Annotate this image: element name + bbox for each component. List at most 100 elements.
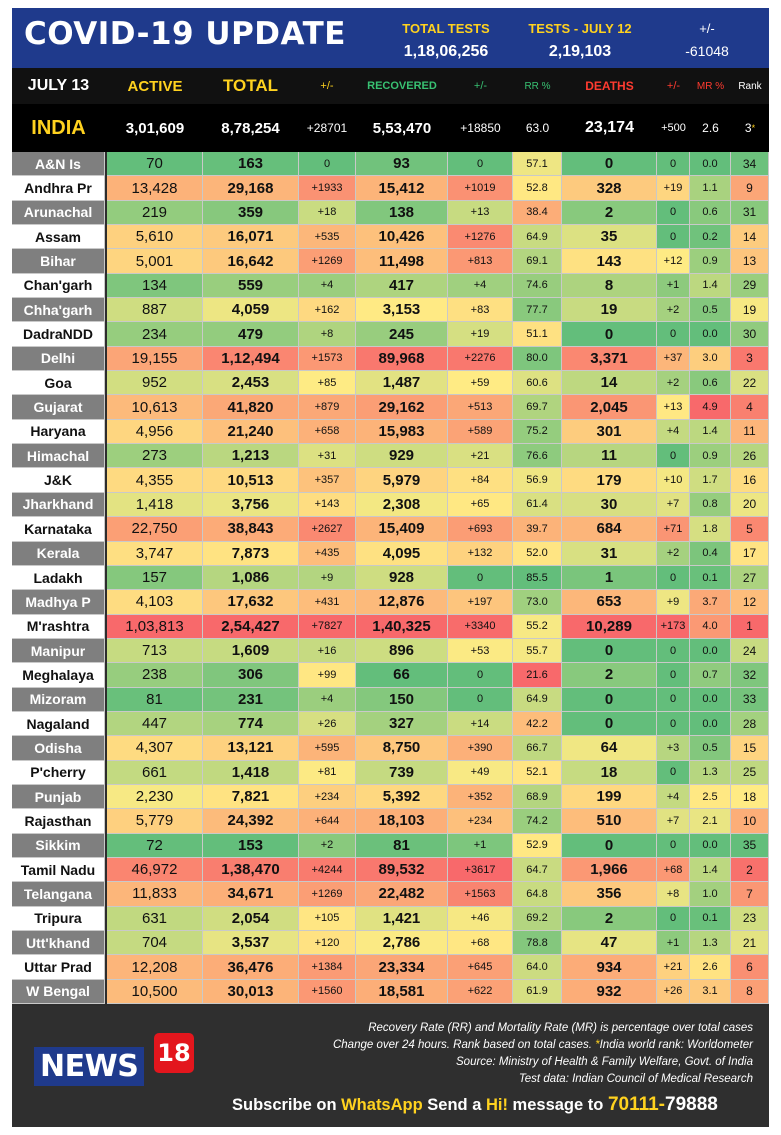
cell-rr: 68.9 xyxy=(513,784,562,810)
cell-deaths: 356 xyxy=(562,882,657,907)
cell-recovered-change: 0 xyxy=(448,565,513,591)
cell-total: 359 xyxy=(203,200,299,226)
cell-active: 713 xyxy=(107,638,203,664)
footnote-star: * xyxy=(595,1039,600,1051)
cell-recovered-change: +1 xyxy=(448,833,513,858)
cell-mr: 0.0 xyxy=(690,638,731,664)
cell-recovered: 4,095 xyxy=(356,541,448,566)
cell-rank: 34 xyxy=(731,152,769,177)
cell-deaths: 10,289 xyxy=(562,614,657,639)
cell-total-change: +2627 xyxy=(299,517,356,542)
cell-mr: 3.0 xyxy=(690,346,731,372)
cell-recovered: 1,40,325 xyxy=(356,614,448,639)
cell-rank: 11 xyxy=(731,419,769,445)
cell-total: 29,168 xyxy=(203,176,299,201)
cell-active: 19,155 xyxy=(107,346,203,372)
india-active: 3,01,609 xyxy=(125,119,185,137)
cell-recovered: 896 xyxy=(356,638,448,664)
cell-deaths-change: +7 xyxy=(657,492,690,518)
cell-deaths-change: 0 xyxy=(657,152,690,177)
cell-deaths: 653 xyxy=(562,590,657,615)
cell-active: 952 xyxy=(107,371,203,396)
cell-deaths: 328 xyxy=(562,176,657,201)
cell-recovered: 1,487 xyxy=(356,371,448,396)
cell-total-change: +7827 xyxy=(299,614,356,639)
cell-name: M'rashtra xyxy=(12,614,105,639)
cell-mr: 1.1 xyxy=(690,176,731,201)
cell-recovered: 15,412 xyxy=(356,176,448,201)
logo-number: 18 xyxy=(154,1033,194,1073)
cell-active: 134 xyxy=(107,273,203,299)
cell-deaths: 510 xyxy=(562,809,657,834)
cell-rr: 75.2 xyxy=(513,419,562,445)
cell-name: Utt'khand xyxy=(12,931,105,956)
cell-name: Kerala xyxy=(12,541,105,566)
cell-deaths-change: +3 xyxy=(657,736,690,761)
india-rr: 63.0 xyxy=(525,121,550,135)
cell-rank: 32 xyxy=(731,663,769,688)
cell-name: Delhi xyxy=(12,346,105,372)
cell-total: 153 xyxy=(203,833,299,858)
cell-recovered-change: 0 xyxy=(448,687,513,712)
cell-total-change: +595 xyxy=(299,736,356,761)
table-row: Madhya P 4,103 17,632 +431 12,876 +197 73.0 653… xyxy=(12,590,769,615)
cell-deaths: 143 xyxy=(562,249,657,274)
cell-name: Karnataka xyxy=(12,517,105,542)
cell-mr: 4.9 xyxy=(690,395,731,420)
cell-active: 4,103 xyxy=(107,590,203,615)
tests-july-label: TESTS - JULY 12 xyxy=(528,21,632,36)
cell-rr: 56.9 xyxy=(513,468,562,493)
table-row: Assam 5,610 16,071 +535 10,426 +1276 64.9 35 0 0.… xyxy=(12,225,769,250)
cell-rank: 28 xyxy=(731,711,769,737)
cell-deaths: 179 xyxy=(562,468,657,493)
cell-rank: 29 xyxy=(731,273,769,299)
cell-rank: 10 xyxy=(731,809,769,834)
cell-total: 34,671 xyxy=(203,882,299,907)
cell-total: 17,632 xyxy=(203,590,299,615)
cell-rr: 52.1 xyxy=(513,760,562,785)
table-row: Punjab 2,230 7,821 +234 5,392 +352 68.9 199 +4 2.… xyxy=(12,784,769,810)
cell-deaths-change: +68 xyxy=(657,857,690,883)
cell-total-change: +105 xyxy=(299,906,356,931)
table-row: Manipur 713 1,609 +16 896 +53 55.7 0 0 0.0 24 xyxy=(12,638,769,664)
cell-name: Assam xyxy=(12,225,105,250)
total-change-header: +/- xyxy=(320,80,334,92)
cell-rank: 27 xyxy=(731,565,769,591)
cell-total-change: +85 xyxy=(299,371,356,396)
cell-recovered: 739 xyxy=(356,760,448,785)
cell-name: Haryana xyxy=(12,419,105,445)
cell-deaths: 64 xyxy=(562,736,657,761)
cell-mr: 0.0 xyxy=(690,711,731,737)
total-tests-value: 1,18,06,256 xyxy=(403,43,489,60)
cell-total: 2,54,427 xyxy=(203,614,299,639)
tests-change-value: -61048 xyxy=(685,43,729,59)
table-row: Jharkhand 1,418 3,756 +143 2,308 +65 61.4 30 +7 0… xyxy=(12,492,769,518)
cell-active: 447 xyxy=(107,711,203,737)
cell-total-change: +1269 xyxy=(299,882,356,907)
cell-rr: 38.4 xyxy=(513,200,562,226)
cell-deaths-change: +2 xyxy=(657,371,690,396)
cell-deaths-change: +173 xyxy=(657,614,690,639)
cell-deaths: 934 xyxy=(562,955,657,980)
cell-total: 2,453 xyxy=(203,371,299,396)
cell-recovered: 928 xyxy=(356,565,448,591)
cell-mr: 0.6 xyxy=(690,371,731,396)
cell-recovered-change: +3340 xyxy=(448,614,513,639)
cell-total: 10,513 xyxy=(203,468,299,493)
cell-rr: 61.4 xyxy=(513,492,562,518)
table-row: Karnataka 22,750 38,843 +2627 15,409 +693 39.7… xyxy=(12,517,769,542)
recovered-change-header: +/- xyxy=(473,80,488,92)
whatsapp-number-b: 79888 xyxy=(665,1094,718,1115)
cell-rank: 35 xyxy=(731,833,769,858)
cell-rank: 33 xyxy=(731,687,769,712)
cell-name: P'cherry xyxy=(12,760,105,785)
tests-change-label: +/- xyxy=(699,21,715,36)
cell-active: 1,03,813 xyxy=(107,614,203,639)
cell-total-change: +535 xyxy=(299,225,356,250)
cell-mr: 4.0 xyxy=(690,614,731,639)
cell-active: 234 xyxy=(107,322,203,347)
cell-active: 5,610 xyxy=(107,225,203,250)
cell-deaths-change: 0 xyxy=(657,565,690,591)
cell-active: 5,779 xyxy=(107,809,203,834)
india-total-change: +28701 xyxy=(306,121,348,135)
